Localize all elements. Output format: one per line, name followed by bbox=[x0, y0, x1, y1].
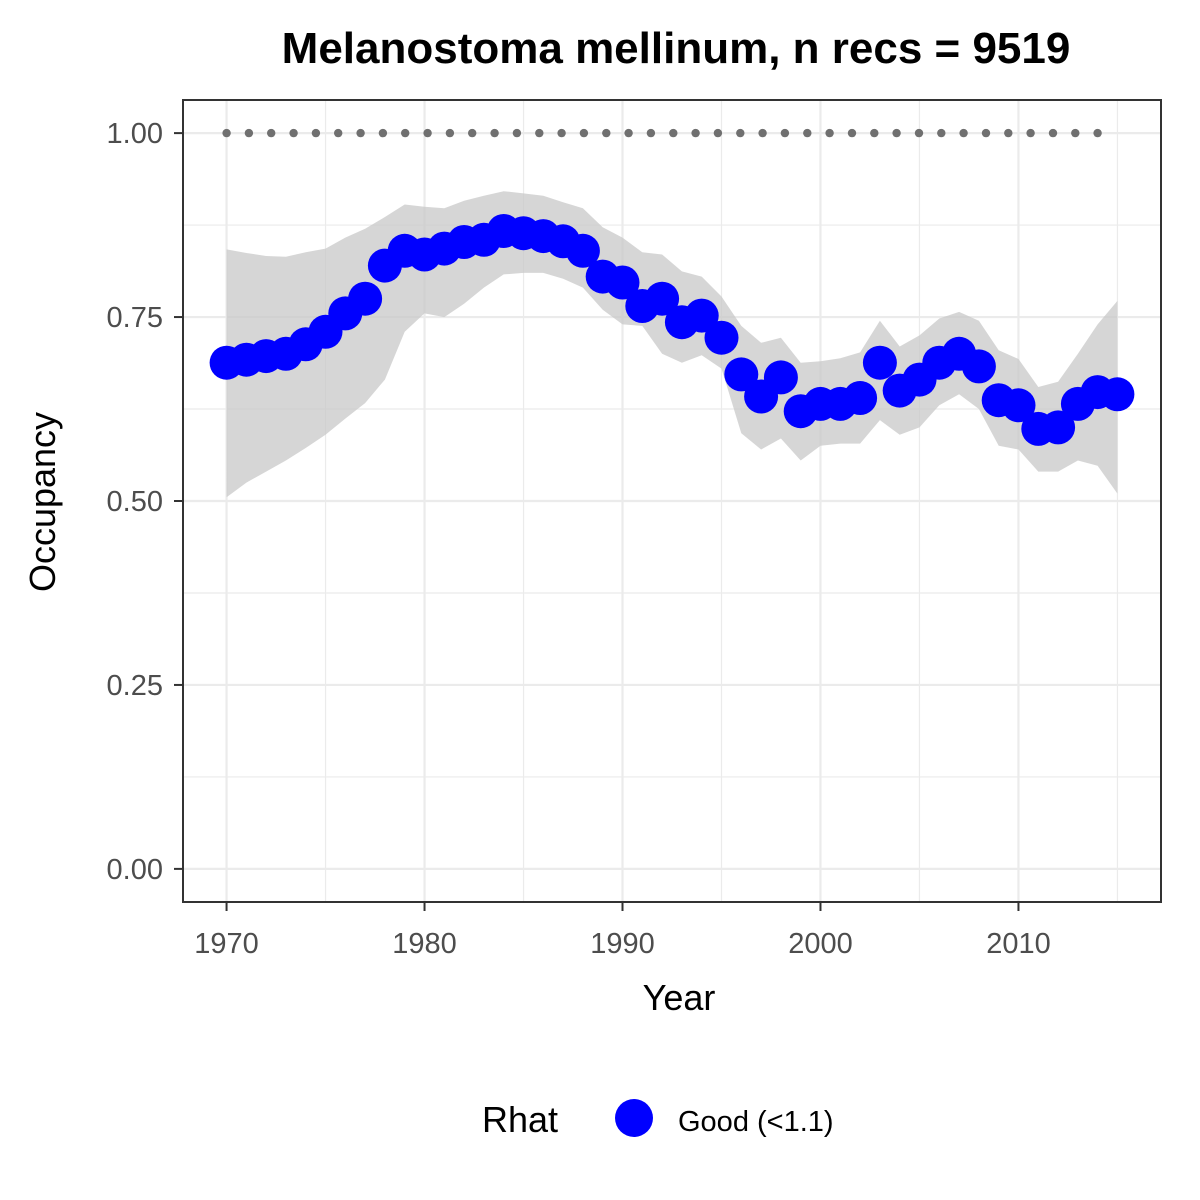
x-axis-title: Year bbox=[643, 977, 716, 1018]
data-point bbox=[1001, 388, 1036, 423]
reference-dot bbox=[981, 128, 991, 138]
data-point bbox=[684, 298, 719, 333]
data-point bbox=[605, 265, 640, 300]
reference-dot bbox=[289, 128, 298, 138]
y-tick-label: 0.50 bbox=[107, 486, 163, 518]
reference-dot bbox=[691, 128, 700, 138]
y-axis: 0.00 0.25 0.50 0.75 1.00 bbox=[107, 118, 183, 886]
reference-line-dotted bbox=[222, 128, 1102, 138]
data-point bbox=[862, 345, 897, 380]
reference-dot bbox=[780, 128, 790, 138]
y-tick-label: 0.75 bbox=[107, 302, 163, 334]
reference-dot bbox=[445, 128, 455, 138]
data-point bbox=[843, 381, 878, 415]
data-point bbox=[724, 357, 759, 392]
x-tick-label: 2000 bbox=[788, 928, 853, 960]
reference-dot bbox=[1048, 128, 1058, 138]
legend-key-good bbox=[615, 1099, 653, 1137]
reference-dot bbox=[1026, 128, 1035, 138]
reference-dot bbox=[736, 128, 745, 138]
reference-dot bbox=[870, 128, 879, 138]
data-point bbox=[763, 360, 798, 395]
reference-dot bbox=[602, 128, 611, 138]
x-tick-label: 2010 bbox=[986, 928, 1051, 960]
reference-dot bbox=[825, 128, 834, 138]
data-point bbox=[1100, 377, 1135, 412]
x-tick-label: 1970 bbox=[194, 928, 259, 960]
reference-dot bbox=[758, 128, 767, 138]
reference-dot bbox=[378, 128, 388, 138]
reference-dot bbox=[1004, 128, 1013, 138]
x-axis: 1970 1980 1990 2000 2010 bbox=[194, 902, 1051, 960]
major-gridlines bbox=[183, 100, 1161, 902]
reference-dot bbox=[847, 128, 857, 138]
reference-dot bbox=[1093, 128, 1102, 138]
reference-dot bbox=[669, 128, 678, 138]
reference-dot bbox=[646, 128, 656, 138]
reference-dot bbox=[914, 128, 924, 138]
reference-dot bbox=[311, 128, 321, 138]
x-tick-label: 1990 bbox=[590, 928, 655, 960]
reference-dot bbox=[490, 128, 499, 138]
confidence-ribbon bbox=[226, 191, 1118, 498]
reference-dot bbox=[222, 128, 231, 138]
reference-dot bbox=[267, 128, 276, 138]
reference-dot bbox=[803, 128, 812, 138]
reference-dot bbox=[401, 128, 410, 138]
reference-dot bbox=[1071, 128, 1080, 138]
y-tick-label: 0.25 bbox=[107, 670, 163, 702]
data-point bbox=[645, 281, 680, 316]
reference-dot bbox=[624, 128, 633, 138]
reference-dot bbox=[423, 128, 432, 138]
reference-dot bbox=[512, 128, 522, 138]
data-point bbox=[961, 349, 996, 384]
reference-dot bbox=[557, 128, 566, 138]
reference-dot bbox=[713, 128, 723, 138]
reference-dot bbox=[937, 128, 946, 138]
data-point bbox=[1041, 410, 1076, 445]
occupancy-points bbox=[209, 214, 1135, 446]
x-tick-label: 1980 bbox=[392, 928, 457, 960]
y-tick-label: 0.00 bbox=[107, 854, 163, 886]
y-axis-title: Occupancy bbox=[22, 412, 63, 592]
legend: Rhat Good (<1.1) bbox=[482, 1099, 834, 1140]
legend-title: Rhat bbox=[482, 1099, 558, 1140]
reference-dot bbox=[356, 128, 365, 138]
reference-dot bbox=[334, 128, 343, 138]
data-point bbox=[348, 281, 383, 316]
reference-dot bbox=[535, 128, 544, 138]
chart-title: Melanostoma mellinum, n recs = 9519 bbox=[282, 24, 1071, 73]
data-point bbox=[704, 320, 739, 355]
reference-dot bbox=[579, 128, 589, 138]
reference-dot bbox=[468, 128, 477, 138]
reference-dot bbox=[959, 128, 968, 138]
y-tick-label: 1.00 bbox=[107, 118, 163, 150]
reference-dot bbox=[244, 128, 254, 138]
legend-label-good: Good (<1.1) bbox=[678, 1106, 834, 1138]
data-point bbox=[565, 233, 600, 268]
reference-dot bbox=[892, 128, 901, 138]
